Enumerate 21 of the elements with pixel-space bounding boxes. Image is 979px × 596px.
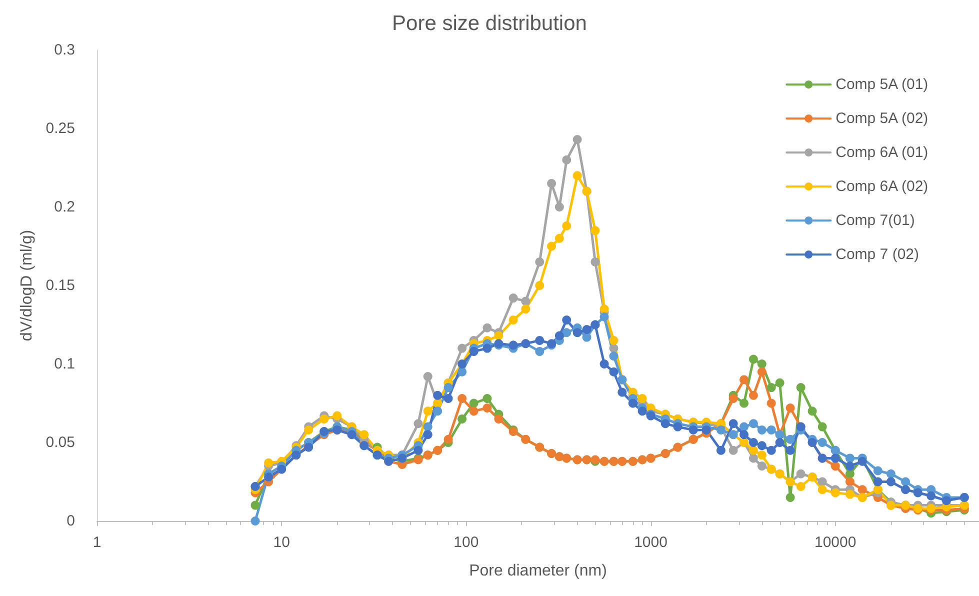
y-tick-label: 0.2 [54, 198, 75, 216]
y-tick-label: 0.3 [54, 42, 75, 58]
y-tick-label: 0.25 [46, 120, 75, 137]
y-tick-label: 0.15 [46, 277, 75, 294]
x-tick-label: 100 [454, 534, 479, 551]
y-tick-label: 0.05 [46, 434, 75, 451]
legend-label: Comp 7(01) [836, 212, 915, 229]
chart-title: Pore size distribution [392, 12, 587, 35]
x-tick-label: 10000 [814, 534, 856, 551]
x-tick-label: 1 [92, 534, 102, 551]
x-tick-label: 10 [273, 534, 290, 551]
y-tick-label: 0 [66, 512, 75, 530]
y-tick-label: 0.1 [54, 356, 75, 372]
legend-label: Comp 6A (02) [836, 178, 928, 195]
x-axis-title: Pore diameter (nm) [469, 562, 607, 580]
x-tick-label: 1000 [634, 534, 668, 551]
legend-label: Comp 5A (02) [836, 110, 928, 127]
legend-label: Comp 5A (01) [836, 76, 928, 93]
y-axis-title: dV/dlogD (ml/g) [18, 230, 36, 342]
legend-label: Comp 6A (01) [836, 144, 928, 161]
legend-label: Comp 7 (02) [836, 246, 920, 263]
